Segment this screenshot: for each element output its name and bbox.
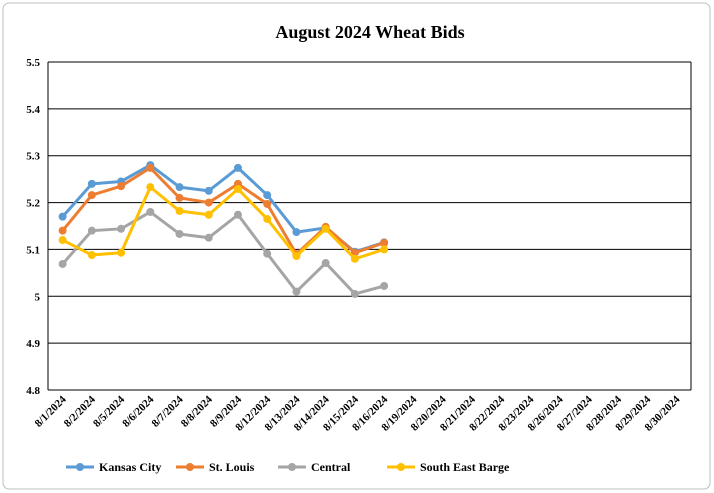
- series-point: [263, 191, 272, 200]
- series-point: [117, 248, 126, 257]
- series-point: [58, 236, 67, 245]
- chart-title: August 2024 Wheat Bids: [275, 22, 464, 42]
- series-point: [146, 183, 155, 192]
- legend-marker: [397, 463, 405, 471]
- series-point: [175, 183, 184, 192]
- legend-label: Kansas City: [99, 460, 161, 474]
- legend-marker: [76, 463, 84, 471]
- series-point: [263, 214, 272, 223]
- series-point: [263, 199, 272, 208]
- series-point: [292, 251, 301, 260]
- legend-label: St. Louis: [209, 460, 255, 474]
- series-point: [233, 163, 242, 172]
- y-tick-label: 5.4: [26, 104, 40, 116]
- series-line: [61, 210, 385, 296]
- legend-marker: [288, 463, 296, 471]
- y-tick-label: 4.9: [26, 338, 40, 350]
- series-point: [204, 233, 213, 242]
- series-point: [350, 254, 359, 263]
- series-point: [87, 179, 96, 188]
- legend-label: South East Barge: [420, 460, 510, 474]
- series-point: [175, 207, 184, 216]
- series-point: [350, 289, 359, 298]
- series-point: [117, 224, 126, 233]
- series-point: [263, 249, 272, 258]
- series-line: [61, 185, 385, 261]
- y-tick-label: 5: [35, 291, 41, 303]
- series-point: [204, 186, 213, 195]
- series-point: [380, 238, 389, 247]
- series-point: [87, 251, 96, 260]
- series-point: [380, 245, 389, 254]
- series-point: [292, 287, 301, 296]
- series-point: [146, 163, 155, 172]
- series-point: [292, 228, 301, 237]
- series-point: [204, 198, 213, 207]
- series-point: [58, 212, 67, 221]
- series-line: [61, 166, 385, 256]
- series-point: [204, 210, 213, 219]
- series-point: [146, 207, 155, 216]
- y-tick-label: 5.1: [26, 244, 40, 256]
- series-point: [380, 281, 389, 290]
- series-point: [233, 184, 242, 193]
- y-tick-label: 5.3: [26, 151, 40, 163]
- series-point: [87, 191, 96, 200]
- y-tick-label: 5.2: [26, 198, 40, 210]
- series-point: [117, 182, 126, 191]
- series-point: [233, 210, 242, 219]
- series-point: [321, 224, 330, 233]
- y-tick-label: 4.8: [26, 385, 40, 397]
- series-point: [175, 229, 184, 238]
- series-point: [58, 259, 67, 268]
- series-point: [175, 193, 184, 202]
- legend-marker: [186, 463, 194, 471]
- series-point: [321, 259, 330, 268]
- legend-label: Central: [311, 460, 351, 474]
- y-tick-label: 5.5: [26, 57, 40, 69]
- series-point: [58, 226, 67, 235]
- series-point: [87, 226, 96, 235]
